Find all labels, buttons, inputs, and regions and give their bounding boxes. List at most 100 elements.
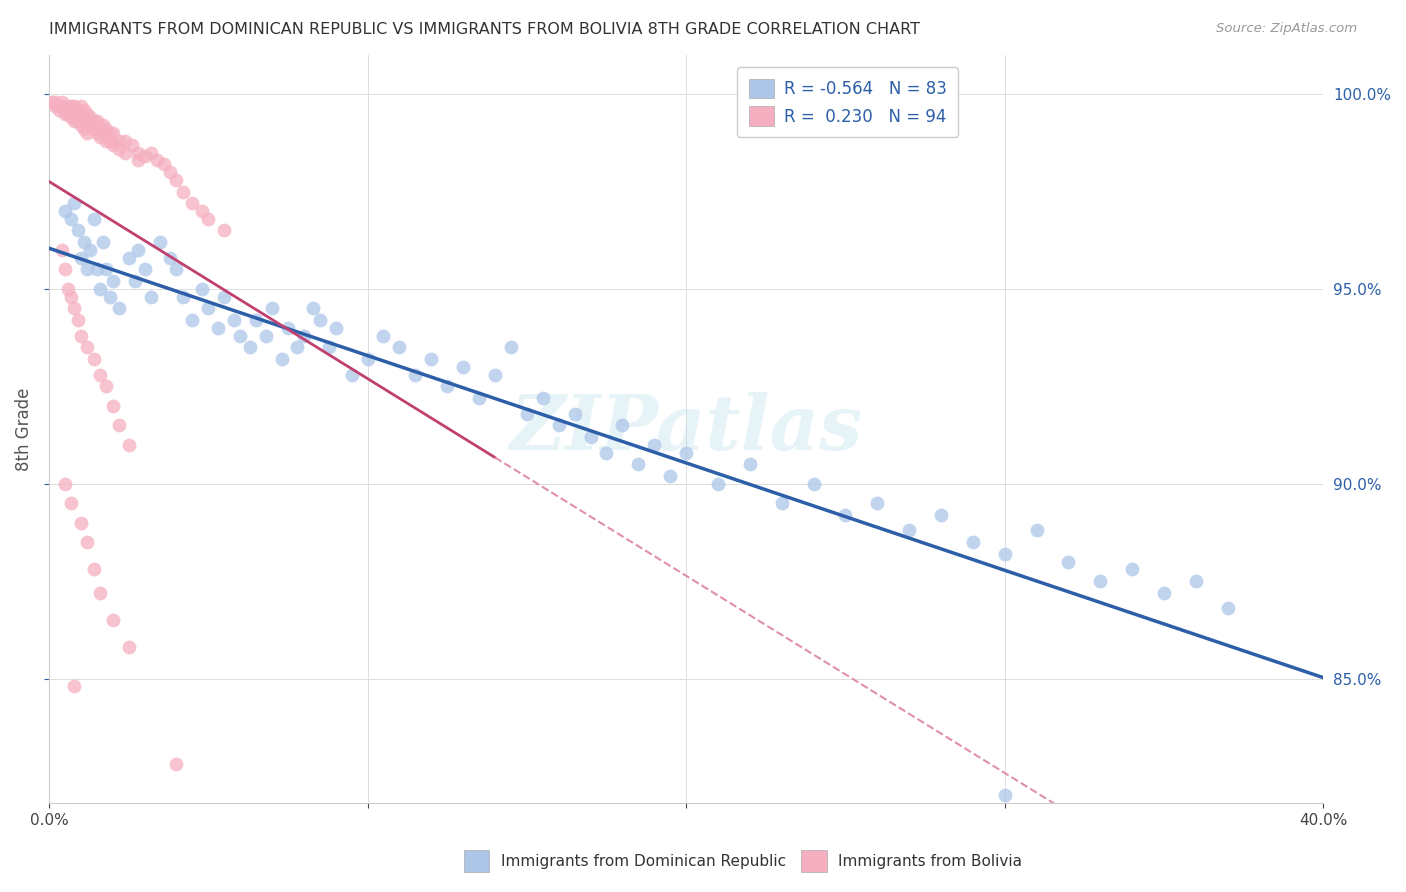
Point — [159, 251, 181, 265]
Point — [98, 290, 121, 304]
Point — [197, 211, 219, 226]
Point — [63, 196, 86, 211]
Point — [79, 111, 101, 125]
Point — [96, 134, 118, 148]
Point — [63, 679, 86, 693]
Text: Source: ZipAtlas.com: Source: ZipAtlas.com — [1216, 22, 1357, 36]
Point — [63, 301, 86, 316]
Point — [149, 235, 172, 249]
Point — [89, 130, 111, 145]
Point — [60, 290, 83, 304]
Point — [191, 204, 214, 219]
Point — [56, 103, 79, 117]
Point — [643, 438, 665, 452]
Point — [1057, 555, 1080, 569]
Point — [51, 99, 73, 113]
Point — [134, 262, 156, 277]
Point — [69, 328, 91, 343]
Point — [98, 126, 121, 140]
Point — [60, 496, 83, 510]
Point — [308, 313, 330, 327]
Point — [612, 418, 634, 433]
Point — [73, 235, 96, 249]
Point — [53, 476, 76, 491]
Point — [73, 111, 96, 125]
Point — [531, 886, 554, 892]
Point — [83, 352, 105, 367]
Point — [53, 106, 76, 120]
Point — [48, 103, 70, 117]
Point — [325, 321, 347, 335]
Point — [212, 290, 235, 304]
Point — [66, 103, 89, 117]
Point — [197, 301, 219, 316]
Point — [83, 114, 105, 128]
Point — [260, 301, 283, 316]
Point — [101, 613, 124, 627]
Point — [287, 340, 309, 354]
Point — [83, 211, 105, 226]
Point — [207, 321, 229, 335]
Point — [404, 368, 426, 382]
Point — [962, 535, 984, 549]
Point — [73, 122, 96, 136]
Point — [79, 118, 101, 132]
Point — [91, 235, 114, 249]
Point — [51, 243, 73, 257]
Point — [73, 114, 96, 128]
Point — [66, 223, 89, 237]
Point — [76, 262, 98, 277]
Point — [994, 789, 1017, 803]
Point — [83, 122, 105, 136]
Point — [451, 359, 474, 374]
Point — [627, 457, 650, 471]
Point — [834, 508, 856, 522]
Point — [101, 126, 124, 140]
Point — [1090, 574, 1112, 588]
Point — [69, 516, 91, 530]
Point — [139, 290, 162, 304]
Point — [69, 114, 91, 128]
Point — [44, 95, 66, 109]
Point — [60, 99, 83, 113]
Point — [212, 223, 235, 237]
Point — [165, 262, 187, 277]
Point — [898, 524, 921, 538]
Point — [108, 134, 131, 148]
Point — [499, 340, 522, 354]
Point — [108, 301, 131, 316]
Point — [101, 399, 124, 413]
Point — [108, 418, 131, 433]
Point — [165, 173, 187, 187]
Point — [146, 153, 169, 168]
Point — [239, 340, 262, 354]
Point — [139, 145, 162, 160]
Point — [91, 118, 114, 132]
Point — [60, 111, 83, 125]
Point — [121, 137, 143, 152]
Point — [516, 407, 538, 421]
Point — [1121, 562, 1143, 576]
Point — [388, 340, 411, 354]
Point — [595, 445, 617, 459]
Point — [159, 165, 181, 179]
Point — [468, 391, 491, 405]
Point — [356, 352, 378, 367]
Point — [89, 122, 111, 136]
Point — [152, 157, 174, 171]
Point — [292, 328, 315, 343]
Point — [117, 640, 139, 655]
Point — [1216, 601, 1239, 615]
Point — [53, 204, 76, 219]
Point — [124, 274, 146, 288]
Point — [117, 251, 139, 265]
Point — [41, 95, 63, 109]
Point — [531, 391, 554, 405]
Point — [101, 274, 124, 288]
Point — [277, 321, 299, 335]
Point — [76, 340, 98, 354]
Point — [866, 496, 889, 510]
Point — [60, 106, 83, 120]
Point — [1153, 586, 1175, 600]
Point — [564, 407, 586, 421]
